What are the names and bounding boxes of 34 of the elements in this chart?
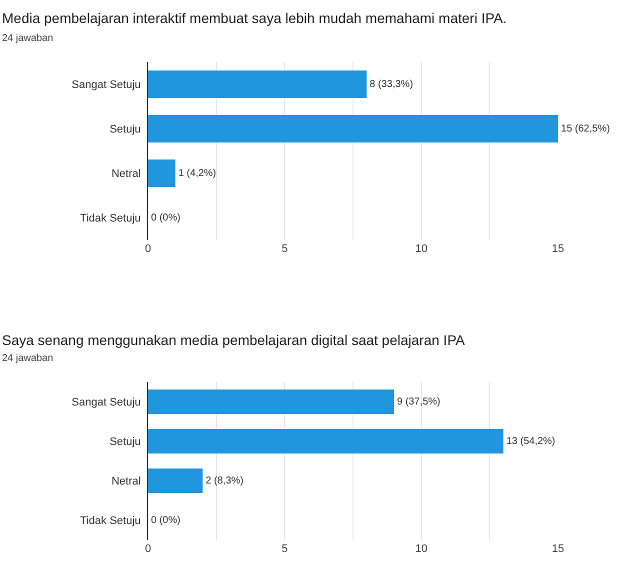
x-tick-label: 15 [552,243,564,255]
x-tick-label: 15 [552,543,564,555]
bar [148,390,394,414]
bar [148,114,558,143]
data-label: 1 (4,2%) [178,168,216,179]
x-tick-label: 5 [282,243,288,255]
bar [148,429,504,454]
y-tick-label: Setuju [110,436,141,448]
data-label: 9 (37,5%) [397,396,440,408]
y-tick-label: Tidak Setuju [80,515,141,528]
y-tick-label: Setuju [110,124,141,136]
bar [148,468,203,493]
bar [148,159,176,188]
x-tick-label: 5 [282,543,288,555]
data-label: 0 (0%) [151,514,180,526]
data-label: 0 (0%) [151,212,180,224]
text: 24 jawaban [2,353,54,364]
y-tick-label: Netral [111,168,141,180]
data-label: 2 (8,3%) [206,475,244,486]
chart-title: Media pembelajaran interaktif membuat saya lebih mudah memahami materi IPA. [2,10,507,26]
data-label: 15 (62,5%) [561,123,610,134]
bar [148,70,367,98]
x-tick-label: 10 [415,243,428,255]
y-tick-label: Netral [111,476,141,488]
x-tick-label: 0 [144,243,152,255]
y-tick-label: Tidak Setuju [80,212,141,225]
data-label: 8 (33,3%) [370,78,414,90]
text: 24 jawaban [2,33,54,44]
chart-title: Saya senang menggunakan media pembelajaran digital saat pelajaran IPA [2,332,466,348]
x-tick-label: 10 [415,543,428,555]
x-tick-label: 0 [144,543,152,555]
data-label: 13 (54,2%) [506,436,556,447]
y-tick-label: Sangat Setuju [72,396,141,409]
y-tick-label: Sangat Setuju [72,79,141,92]
